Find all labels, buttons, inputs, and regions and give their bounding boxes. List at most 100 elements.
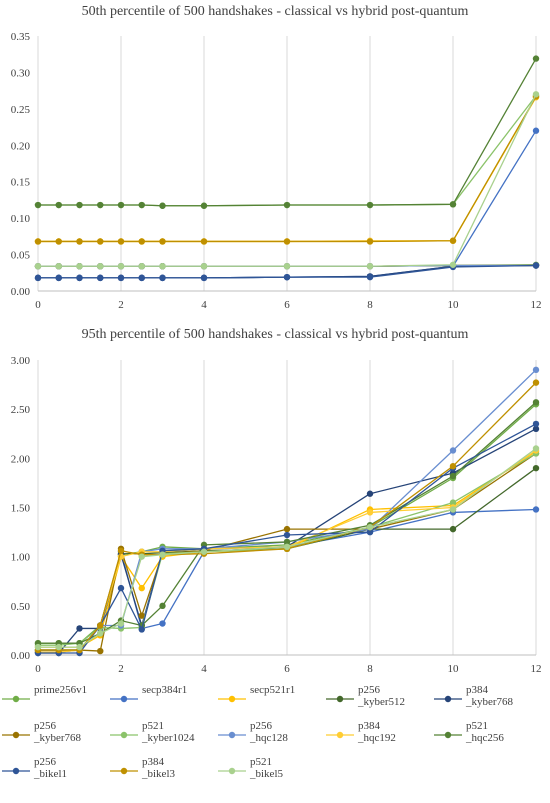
x-tick-label: 0 <box>35 299 41 311</box>
legend-label: secp521r1 <box>250 684 295 696</box>
series-line-12 <box>38 447 537 648</box>
legend-label-line1: p256 <box>250 720 272 732</box>
data-point <box>449 525 457 533</box>
x-tick-label: 8 <box>367 299 373 311</box>
data-point <box>283 273 291 281</box>
data-point <box>138 201 145 209</box>
data-point <box>159 263 166 270</box>
legend-swatch <box>218 726 246 744</box>
legend-label: prime256v1 <box>34 684 87 696</box>
data-point <box>138 584 145 592</box>
legend-label: p256 _bikel1 <box>34 756 67 780</box>
legend-label-line2: _hqc256 <box>466 732 504 744</box>
legend-label: p521 _kyber1024 <box>142 720 195 744</box>
legend-swatch <box>326 690 354 708</box>
data-point <box>159 602 166 610</box>
data-point <box>283 263 291 270</box>
x-tick-label: 6 <box>284 663 290 675</box>
data-point <box>366 528 374 536</box>
data-point <box>97 238 104 245</box>
legend-label-line2: _bikel3 <box>142 768 175 780</box>
data-point <box>449 506 457 513</box>
y-tick-label: 2.00 <box>11 453 31 465</box>
x-tick-label: 12 <box>531 299 542 311</box>
data-point <box>283 525 291 533</box>
x-tick-label: 10 <box>448 663 460 675</box>
data-point <box>117 584 125 592</box>
data-point <box>138 612 145 619</box>
data-point <box>449 499 457 506</box>
legend-label-line1: p384 <box>142 756 164 768</box>
chart-median-latency: 0 2 4 6 8 10 12 0.00 0.05 0.10 0.15 0.20 0.25 0.30 0.3… <box>11 31 542 311</box>
legend-label-line2: _kyber768 <box>34 732 82 744</box>
data-point <box>283 238 291 245</box>
chart-title-p95: 95th percentile of 500 handshakes - clas… <box>81 327 469 342</box>
data-point <box>55 201 62 209</box>
legend-label-line1: p521 <box>466 720 488 732</box>
legend-swatch <box>326 726 354 744</box>
data-point <box>34 274 42 282</box>
legend-swatch <box>110 762 138 780</box>
x-tick-label: 10 <box>448 299 460 311</box>
y-tick-label: 0.35 <box>11 31 31 43</box>
data-point <box>366 490 374 497</box>
data-point <box>138 274 145 282</box>
data-point <box>200 202 208 209</box>
data-point <box>532 420 540 428</box>
legend-label-line2: _kyber768 <box>466 696 514 708</box>
legend-label-line1: p384 <box>358 720 380 732</box>
data-point <box>200 274 208 282</box>
y-tick-label: 0.05 <box>11 250 31 262</box>
legend-label: p384 _bikel3 <box>142 756 175 780</box>
data-point <box>200 548 208 555</box>
data-point <box>532 127 540 134</box>
legend-swatch <box>434 690 462 708</box>
data-point <box>532 91 540 98</box>
legend-swatch <box>434 726 462 744</box>
legend-label: p384 _kyber768 <box>466 684 513 708</box>
data-point <box>449 261 457 268</box>
legend-swatch <box>110 726 138 744</box>
legend-label: p256 _kyber768 <box>34 720 81 744</box>
data-point <box>117 547 125 554</box>
x-tick-label: 12 <box>531 663 542 675</box>
data-point <box>366 273 374 281</box>
legend-label-line1: p256 <box>34 756 56 768</box>
legend-label: p256 _hqc128 <box>250 720 288 744</box>
x-tick-label: 0 <box>35 663 41 675</box>
data-point <box>366 201 374 209</box>
data-point <box>97 647 104 655</box>
data-point <box>76 201 83 209</box>
data-point <box>76 643 83 651</box>
legend-label-line1: secp384r1 <box>142 684 188 696</box>
data-point <box>532 379 540 386</box>
data-point <box>34 238 42 245</box>
x-tick-label: 2 <box>118 663 124 675</box>
legend-label-line2: _hqc192 <box>358 732 396 744</box>
data-point <box>117 238 125 245</box>
data-point <box>76 238 83 245</box>
legend-label-line1: p256 <box>34 720 56 732</box>
y-tick-label: 0.30 <box>11 67 31 79</box>
data-point <box>138 626 145 633</box>
legend-label: p521 _bikel5 <box>250 756 283 780</box>
y-tick-label: 0.25 <box>11 104 31 116</box>
y-tick-label: 0.00 <box>11 650 31 662</box>
data-point <box>366 263 374 270</box>
data-point <box>366 238 374 245</box>
data-point <box>532 366 540 374</box>
legend-label-line2: _kyber512 <box>358 696 406 708</box>
data-point <box>532 506 540 513</box>
data-point <box>532 399 540 406</box>
data-point <box>283 538 291 546</box>
y-tick-label: 0.20 <box>11 140 31 152</box>
chart-p95-latency: 0 2 4 6 8 10 12 0.00 0.50 1.00 1.50 2.00 2.50 3.00 <box>11 355 542 675</box>
legend-label-line1: p521 <box>142 720 164 732</box>
y-tick-label: 1.50 <box>11 503 31 515</box>
legend-label-line1: p256 <box>358 684 380 696</box>
series-line-9 <box>38 58 537 207</box>
x-tick-label: 6 <box>284 299 290 311</box>
data-point <box>138 238 145 245</box>
data-point <box>55 643 62 651</box>
legend-label: p256 _kyber512 <box>358 684 405 708</box>
